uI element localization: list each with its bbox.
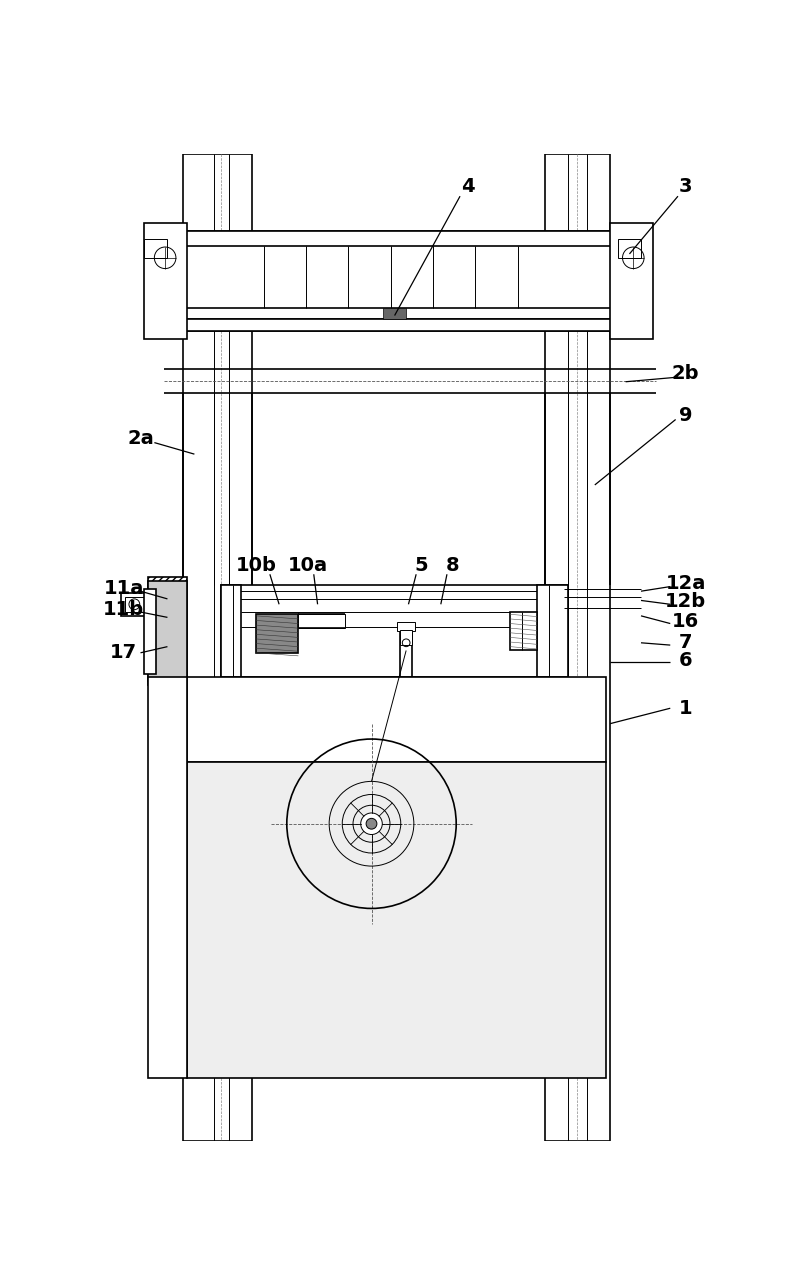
Bar	[148, 577, 186, 685]
Bar	[171, 308, 626, 319]
Bar	[618, 238, 641, 258]
Bar	[397, 622, 415, 631]
Text: 11a: 11a	[103, 579, 144, 599]
Bar	[144, 588, 156, 673]
Bar	[545, 154, 610, 1141]
Bar	[163, 231, 634, 246]
Text: 8: 8	[446, 556, 459, 576]
Bar	[122, 592, 148, 615]
Bar	[183, 154, 252, 1141]
Text: 4: 4	[461, 177, 474, 196]
Text: 1: 1	[679, 699, 693, 718]
Text: 17: 17	[110, 644, 137, 663]
Bar	[510, 612, 537, 650]
Bar	[610, 223, 653, 338]
Text: 5: 5	[414, 556, 428, 576]
Text: 10a: 10a	[288, 556, 329, 576]
Bar	[144, 238, 167, 258]
Bar	[148, 581, 186, 681]
Text: 2a: 2a	[127, 429, 154, 449]
Bar	[144, 223, 186, 338]
Text: 7: 7	[679, 633, 693, 653]
Bar	[186, 762, 606, 1078]
Text: 6: 6	[679, 651, 693, 670]
Text: 11b: 11b	[103, 600, 144, 619]
Text: 2b: 2b	[672, 364, 699, 383]
Bar	[171, 319, 626, 331]
Bar	[163, 231, 634, 331]
Circle shape	[361, 813, 382, 835]
Bar	[537, 585, 568, 677]
Text: 10b: 10b	[235, 556, 277, 576]
Bar	[186, 677, 606, 762]
Bar	[125, 596, 144, 612]
Text: 12a: 12a	[666, 574, 706, 594]
Bar	[400, 629, 412, 645]
Bar	[383, 308, 406, 319]
Text: 16: 16	[672, 613, 699, 632]
Text: 9: 9	[679, 406, 693, 426]
Bar	[298, 614, 345, 628]
Bar	[256, 614, 298, 653]
Bar	[148, 677, 186, 1078]
Bar	[222, 585, 568, 677]
Text: 12b: 12b	[665, 592, 706, 612]
Circle shape	[366, 818, 377, 829]
Bar	[222, 585, 241, 677]
Text: 3: 3	[679, 177, 693, 196]
